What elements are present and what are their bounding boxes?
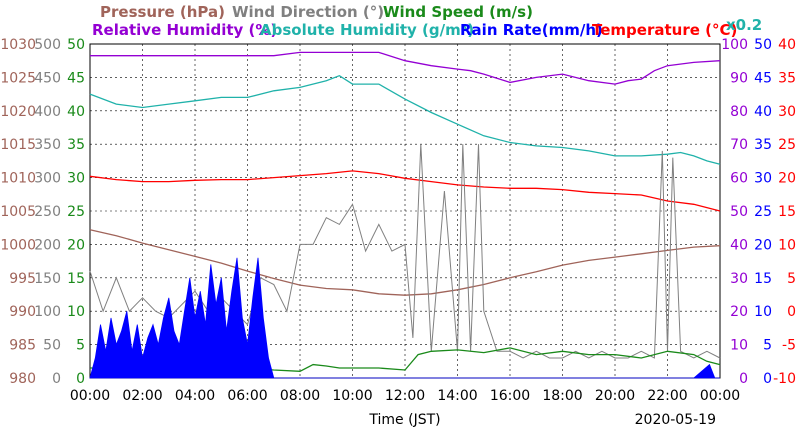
y-tick-label: 20 bbox=[67, 237, 85, 253]
y-tick-label: 50 bbox=[730, 204, 748, 220]
y-tick-label: 5 bbox=[76, 338, 85, 354]
y-tick-label: 0 bbox=[739, 371, 748, 387]
series-ah-line bbox=[89, 74, 721, 165]
header-label: Pressure (hPa) bbox=[100, 3, 225, 21]
y-tick-label: 995 bbox=[9, 271, 36, 287]
y-tick-label: 990 bbox=[9, 304, 36, 320]
header-label: Absolute Humidity (g/m³) bbox=[260, 21, 474, 39]
y-tick-label: 40 bbox=[778, 37, 796, 53]
x-tick-label: 04:00 bbox=[175, 388, 215, 404]
y-tick-label: 50 bbox=[754, 37, 772, 53]
y-tick-label: 400 bbox=[34, 104, 61, 120]
y-tick-label: 35 bbox=[754, 137, 772, 153]
y-tick-label: 1030 bbox=[0, 37, 36, 53]
x-tick-label: 20:00 bbox=[595, 388, 635, 404]
y-tick-label: 1005 bbox=[0, 204, 36, 220]
y-tick-label: 1020 bbox=[0, 104, 36, 120]
date-label: 2020-05-19 bbox=[635, 412, 716, 428]
y-tick-label: 500 bbox=[34, 37, 61, 53]
y-tick-label: 100 bbox=[721, 37, 748, 53]
y-tick-label: 1010 bbox=[0, 171, 36, 187]
y-tick-label: 40 bbox=[754, 104, 772, 120]
x-tick-label: 14:00 bbox=[437, 388, 477, 404]
y-tick-label: 250 bbox=[34, 204, 61, 220]
y-tick-label: -10 bbox=[773, 371, 796, 387]
x-tick-label: 16:00 bbox=[490, 388, 530, 404]
y-tick-label: 985 bbox=[9, 338, 36, 354]
x-tick-label: 00:00 bbox=[70, 388, 110, 404]
y-tick-label: 40 bbox=[67, 104, 85, 120]
y-tick-label: 80 bbox=[730, 104, 748, 120]
y-tick-label: 450 bbox=[34, 70, 61, 86]
x-tick-label: 02:00 bbox=[122, 388, 162, 404]
y-tick-label: 30 bbox=[754, 171, 772, 187]
header-label: Wind Speed (m/s) bbox=[383, 3, 533, 21]
y-tick-label: 1015 bbox=[0, 137, 36, 153]
series-rain-rate-area bbox=[89, 257, 720, 379]
y-tick-label: 1000 bbox=[0, 237, 36, 253]
y-tick-label: 5 bbox=[787, 271, 796, 287]
multiplier-label: x0.2 bbox=[726, 16, 762, 34]
y-tick-label: 0 bbox=[76, 371, 85, 387]
y-tick-label: 15 bbox=[67, 271, 85, 287]
y-tick-label: 20 bbox=[778, 171, 796, 187]
header-label: Rain Rate(mm/h) bbox=[460, 21, 603, 39]
y-tick-label: 60 bbox=[730, 171, 748, 187]
x-tick-label: 18:00 bbox=[542, 388, 582, 404]
y-tick-label: 35 bbox=[778, 70, 796, 86]
y-tick-label: 40 bbox=[730, 237, 748, 253]
y-tick-label: 25 bbox=[778, 137, 796, 153]
y-tick-label: 150 bbox=[34, 271, 61, 287]
y-tick-label: 0 bbox=[763, 371, 772, 387]
y-tick-label: 25 bbox=[67, 204, 85, 220]
series-rh-line bbox=[90, 51, 721, 85]
y-tick-label: 20 bbox=[730, 304, 748, 320]
y-tick-label: 10 bbox=[730, 338, 748, 354]
y-tick-label: 30 bbox=[730, 271, 748, 287]
x-tick-label: 12:00 bbox=[385, 388, 425, 404]
y-tick-label: 20 bbox=[754, 237, 772, 253]
y-tick-label: 10 bbox=[778, 237, 796, 253]
x-tick-label: 10:00 bbox=[332, 388, 372, 404]
y-tick-label: -5 bbox=[782, 338, 796, 354]
y-tick-label: 45 bbox=[754, 70, 772, 86]
y-tick-label: 5 bbox=[763, 338, 772, 354]
y-tick-label: 0 bbox=[787, 304, 796, 320]
y-tick-label: 100 bbox=[34, 304, 61, 320]
y-tick-label: 0 bbox=[52, 371, 61, 387]
header-label: Wind Direction (°) bbox=[232, 3, 384, 21]
y-tick-label: 980 bbox=[9, 371, 36, 387]
y-tick-label: 10 bbox=[754, 304, 772, 320]
series-pres-line bbox=[89, 229, 721, 296]
y-tick-label: 25 bbox=[754, 204, 772, 220]
y-tick-label: 200 bbox=[34, 237, 61, 253]
header-label: Relative Humidity (%) bbox=[92, 21, 277, 39]
y-tick-label: 15 bbox=[754, 271, 772, 287]
y-tick-label: 15 bbox=[778, 204, 796, 220]
x-axis-title: Time (JST) bbox=[368, 412, 440, 428]
x-tick-label: 00:00 bbox=[700, 388, 740, 404]
y-tick-label: 300 bbox=[34, 171, 61, 187]
x-tick-label: 06:00 bbox=[227, 388, 267, 404]
y-tick-label: 1025 bbox=[0, 70, 36, 86]
x-tick-label: 22:00 bbox=[647, 388, 687, 404]
y-tick-label: 45 bbox=[67, 70, 85, 86]
y-tick-label: 50 bbox=[43, 338, 61, 354]
y-tick-label: 90 bbox=[730, 70, 748, 86]
y-tick-label: 70 bbox=[730, 137, 748, 153]
x-tick-label: 08:00 bbox=[280, 388, 320, 404]
y-tick-label: 50 bbox=[67, 37, 85, 53]
y-tick-label: 30 bbox=[778, 104, 796, 120]
series-temp-line bbox=[89, 170, 721, 212]
y-tick-label: 10 bbox=[67, 304, 85, 320]
y-tick-label: 35 bbox=[67, 137, 85, 153]
y-tick-label: 30 bbox=[67, 171, 85, 187]
y-tick-label: 350 bbox=[34, 137, 61, 153]
header-label: Temperature (°C) bbox=[592, 21, 737, 39]
